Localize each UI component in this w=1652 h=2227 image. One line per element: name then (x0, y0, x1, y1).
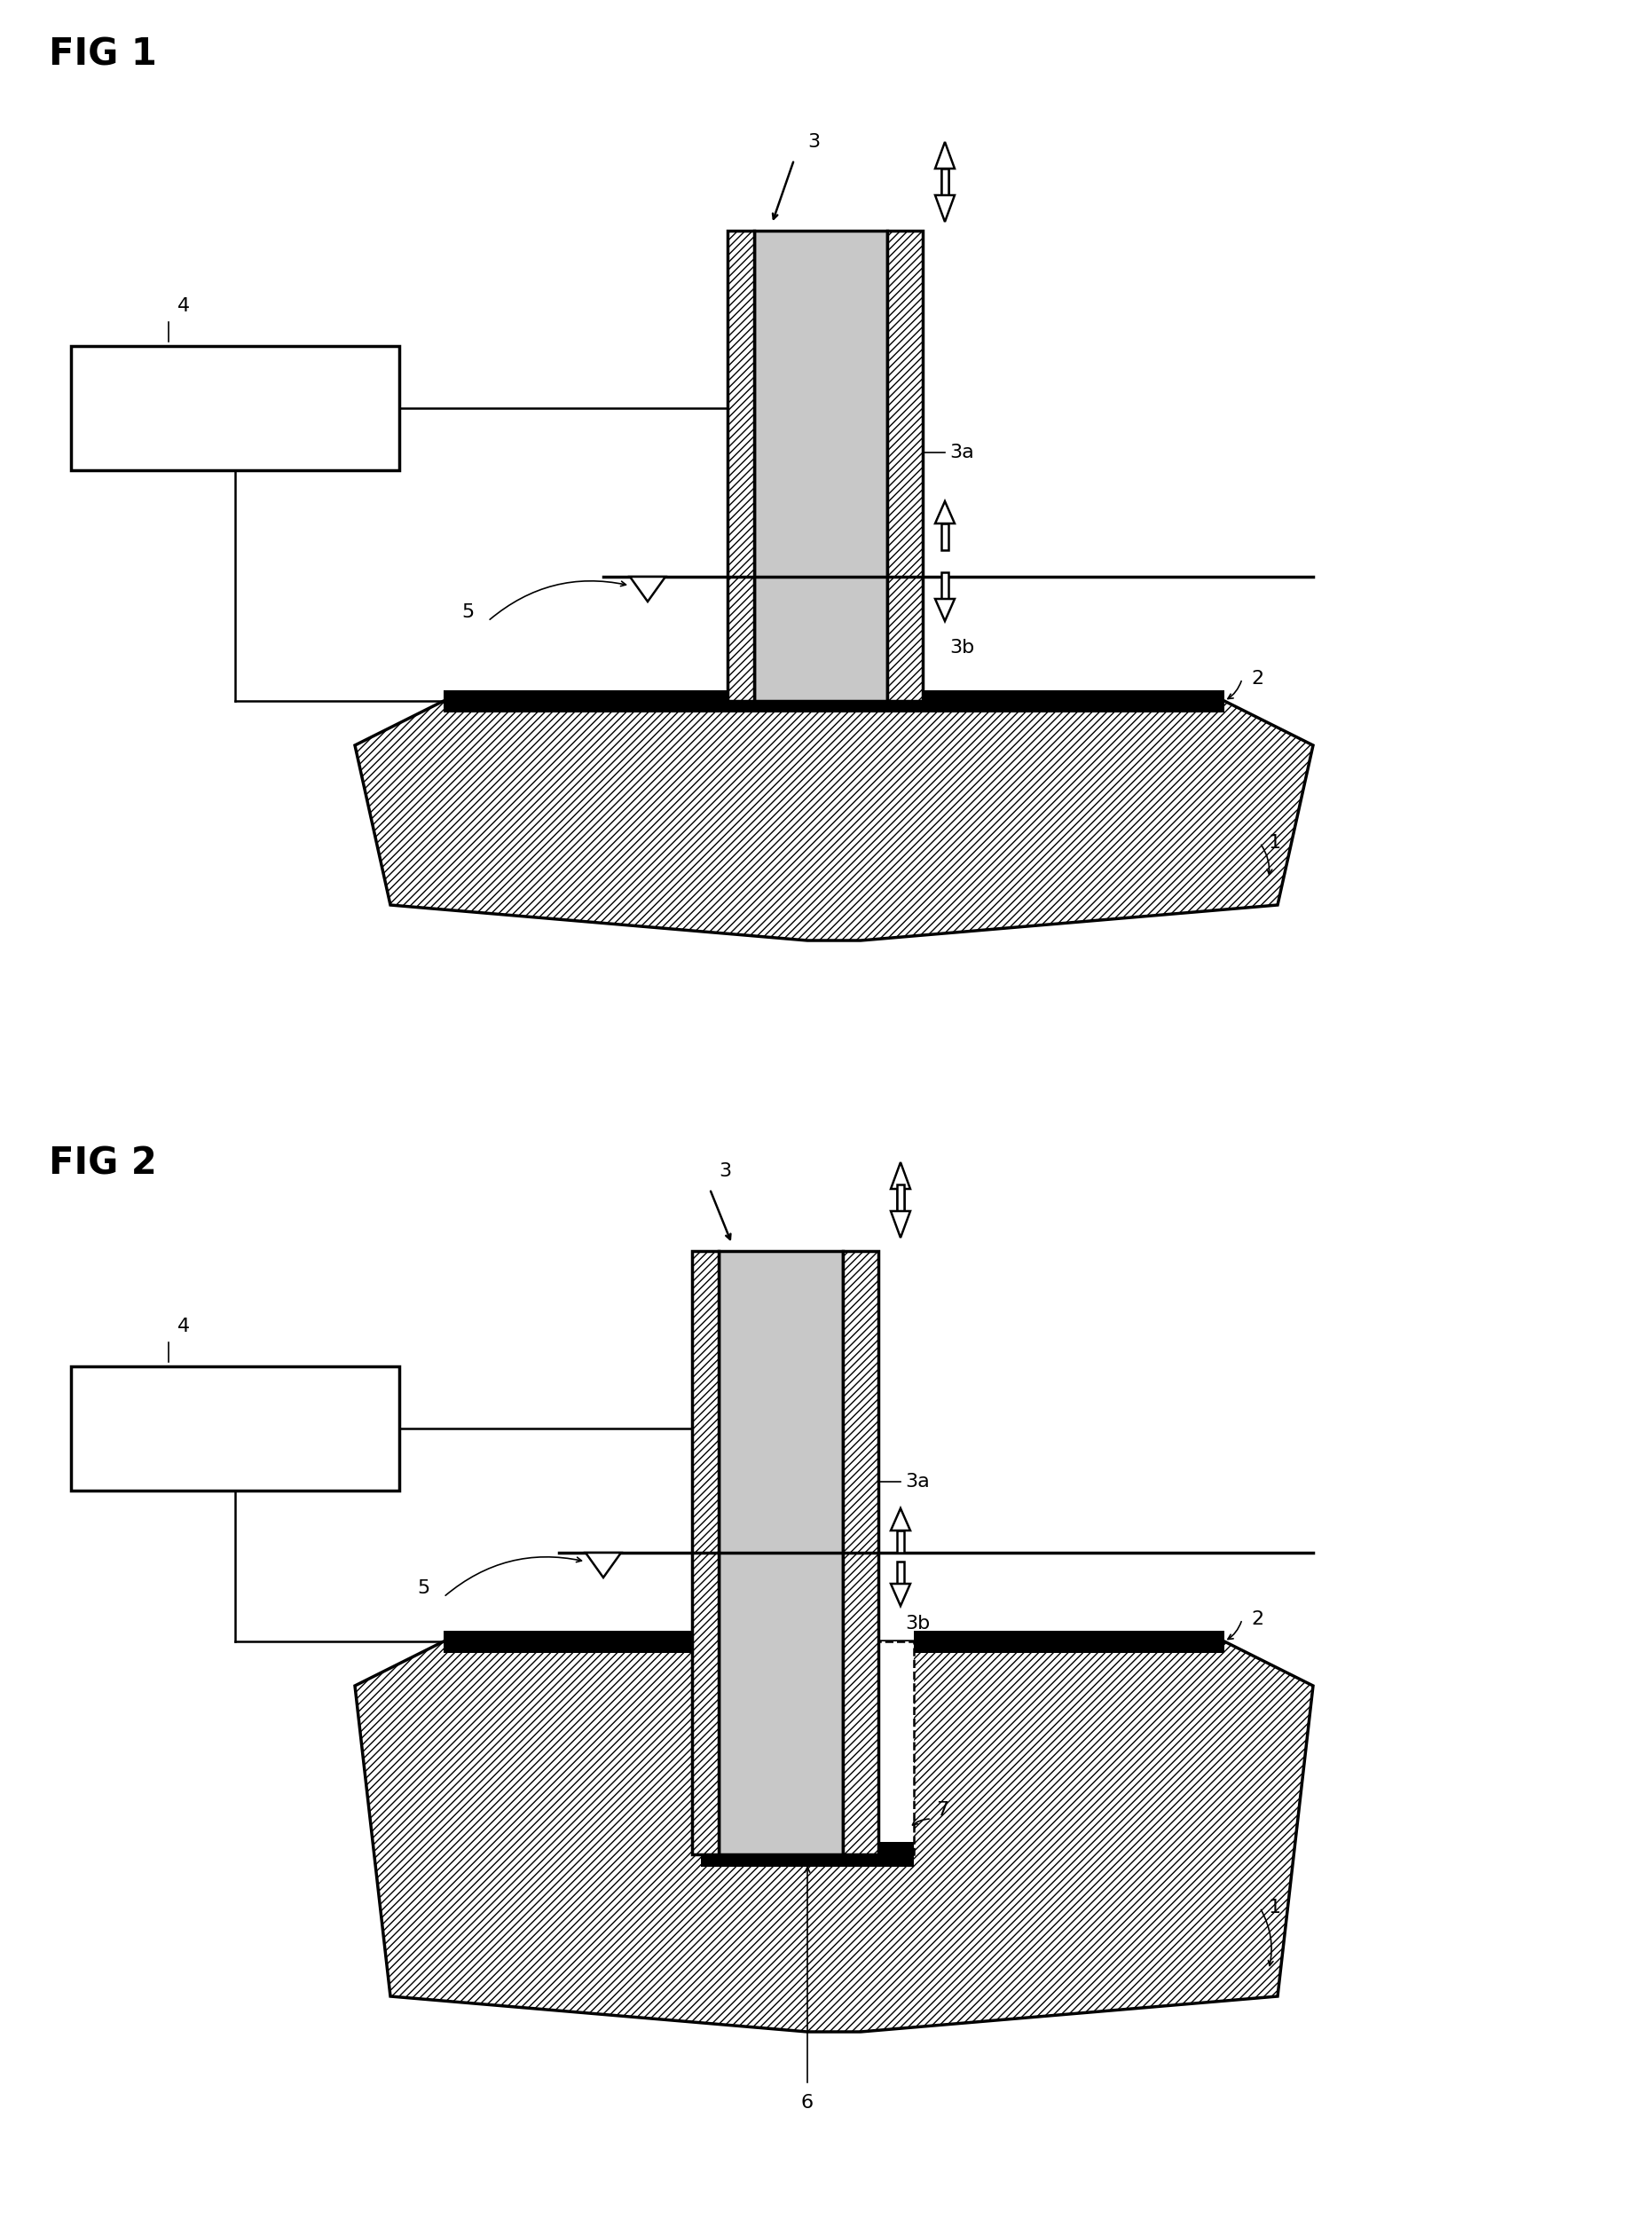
FancyBboxPatch shape (444, 690, 1224, 713)
Text: 3: 3 (808, 134, 819, 151)
FancyBboxPatch shape (914, 1630, 1224, 1652)
Polygon shape (935, 143, 955, 169)
FancyBboxPatch shape (700, 1842, 914, 1866)
Text: 7: 7 (937, 1802, 948, 1819)
FancyBboxPatch shape (727, 232, 753, 702)
FancyBboxPatch shape (942, 169, 948, 196)
FancyBboxPatch shape (897, 1189, 904, 1216)
FancyBboxPatch shape (444, 1630, 700, 1652)
Text: 3a: 3a (950, 443, 975, 461)
FancyBboxPatch shape (843, 1252, 879, 1855)
Polygon shape (935, 196, 955, 223)
FancyBboxPatch shape (942, 523, 948, 550)
Polygon shape (890, 1162, 910, 1189)
FancyBboxPatch shape (700, 1641, 914, 1855)
Text: 3a: 3a (905, 1472, 930, 1490)
FancyBboxPatch shape (897, 1530, 904, 1552)
Text: 2: 2 (1251, 670, 1264, 688)
Polygon shape (890, 1583, 910, 1606)
Text: 3b: 3b (905, 1615, 930, 1632)
FancyBboxPatch shape (692, 1252, 719, 1855)
FancyBboxPatch shape (719, 1252, 843, 1855)
FancyBboxPatch shape (753, 232, 887, 702)
Text: 5: 5 (461, 604, 474, 621)
Polygon shape (585, 1552, 621, 1577)
Text: FIG 2: FIG 2 (50, 1145, 157, 1183)
Text: 1: 1 (1269, 1900, 1282, 1917)
Polygon shape (629, 577, 666, 601)
Text: 2: 2 (1251, 1610, 1264, 1628)
FancyBboxPatch shape (942, 169, 948, 196)
Text: 1: 1 (1269, 835, 1282, 851)
Text: 4: 4 (177, 296, 190, 314)
FancyBboxPatch shape (942, 572, 948, 599)
Polygon shape (890, 1508, 910, 1530)
FancyBboxPatch shape (897, 1185, 904, 1211)
Text: 3b: 3b (950, 639, 975, 657)
Text: FIG 1: FIG 1 (50, 36, 157, 73)
Polygon shape (935, 501, 955, 523)
Text: 5: 5 (416, 1579, 430, 1597)
FancyBboxPatch shape (897, 1561, 904, 1583)
Text: 6: 6 (801, 2093, 814, 2111)
Polygon shape (890, 1211, 910, 1238)
Polygon shape (355, 702, 1313, 940)
FancyBboxPatch shape (887, 232, 923, 702)
Polygon shape (935, 599, 955, 621)
Text: 4: 4 (177, 1318, 190, 1336)
Text: 3: 3 (719, 1162, 732, 1180)
FancyBboxPatch shape (71, 345, 400, 470)
Polygon shape (355, 1641, 1313, 2031)
FancyBboxPatch shape (71, 1367, 400, 1490)
